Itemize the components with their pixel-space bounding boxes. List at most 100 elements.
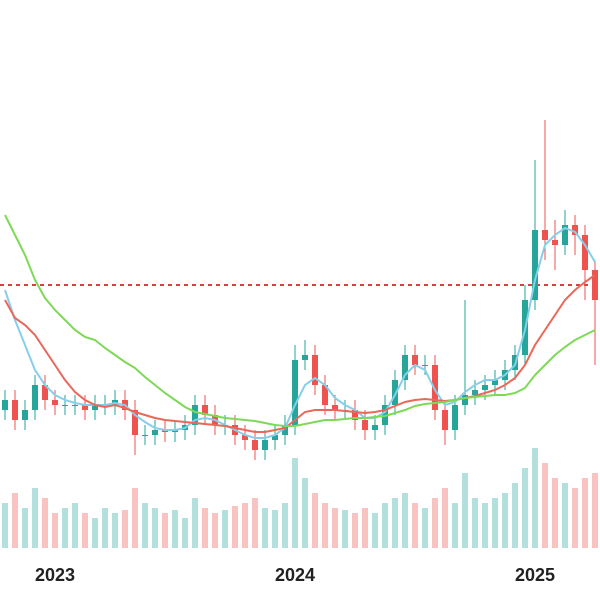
volume-bar bbox=[522, 468, 528, 548]
volume-bar bbox=[472, 498, 478, 548]
candle-body bbox=[422, 365, 428, 366]
volume-bar bbox=[592, 473, 598, 548]
volume-bar bbox=[542, 463, 548, 548]
volume-bar bbox=[142, 503, 148, 548]
volume-bar bbox=[222, 510, 228, 548]
volume-bar bbox=[362, 508, 368, 548]
candle-body bbox=[42, 385, 48, 400]
volume-bar bbox=[252, 498, 258, 548]
candle-body bbox=[132, 410, 138, 435]
volume-bar bbox=[402, 493, 408, 548]
volume-bar bbox=[382, 503, 388, 548]
candle-body bbox=[412, 355, 418, 365]
volume-bar bbox=[92, 518, 98, 548]
volume-bar bbox=[392, 498, 398, 548]
volume-bar bbox=[212, 513, 218, 548]
volume-bar bbox=[262, 508, 268, 548]
candle-body bbox=[32, 385, 38, 410]
volume-bar bbox=[242, 503, 248, 548]
volume-bar bbox=[182, 518, 188, 548]
volume-bar bbox=[412, 503, 418, 548]
candle-body bbox=[12, 400, 18, 420]
volume-bar bbox=[552, 478, 558, 548]
candle-body bbox=[582, 235, 588, 270]
candle-body bbox=[332, 405, 338, 410]
volume-bar bbox=[352, 513, 358, 548]
candle-body bbox=[92, 405, 98, 410]
candle-body bbox=[312, 355, 318, 385]
volume-bar bbox=[492, 498, 498, 548]
candle-body bbox=[62, 405, 68, 406]
candle-body bbox=[352, 410, 358, 420]
candle-body bbox=[72, 405, 78, 406]
volume-bar bbox=[322, 503, 328, 548]
candle-body bbox=[532, 230, 538, 300]
volume-bar bbox=[82, 513, 88, 548]
candle-body bbox=[82, 405, 88, 410]
candle-body bbox=[292, 360, 298, 425]
candle-body bbox=[442, 410, 448, 430]
candle-body bbox=[202, 405, 208, 415]
volume-bar bbox=[22, 508, 28, 548]
candle-body bbox=[52, 400, 58, 405]
candle-body bbox=[262, 440, 268, 450]
x-tick-label: 2025 bbox=[515, 565, 555, 585]
volume-bar bbox=[232, 506, 238, 548]
volume-bar bbox=[532, 448, 538, 548]
candle-body bbox=[372, 425, 378, 430]
candle-body bbox=[492, 380, 498, 385]
candle-body bbox=[22, 410, 28, 420]
candle-body bbox=[192, 405, 198, 425]
volume-bar bbox=[2, 503, 8, 548]
candle-body bbox=[272, 435, 278, 440]
candle-body bbox=[592, 270, 598, 300]
volume-bar bbox=[52, 513, 58, 548]
candle-body bbox=[552, 240, 558, 245]
candle-body bbox=[462, 395, 468, 405]
volume-bar bbox=[372, 513, 378, 548]
volume-bar bbox=[502, 493, 508, 548]
candle-body bbox=[452, 405, 458, 430]
candle-body bbox=[242, 435, 248, 440]
candle-body bbox=[392, 380, 398, 405]
volume-bar bbox=[122, 510, 128, 548]
volume-bar bbox=[162, 513, 168, 548]
candle-body bbox=[282, 425, 288, 435]
volume-bar bbox=[72, 503, 78, 548]
volume-bar bbox=[342, 510, 348, 548]
volume-bar bbox=[302, 478, 308, 548]
candle-body bbox=[572, 225, 578, 235]
candle-body bbox=[322, 385, 328, 405]
volume-bar bbox=[12, 493, 18, 548]
x-tick-label: 2024 bbox=[275, 565, 315, 585]
candle-body bbox=[142, 435, 148, 436]
volume-bar bbox=[102, 508, 108, 548]
candle-body bbox=[402, 355, 408, 380]
volume-bar bbox=[562, 483, 568, 548]
candle-body bbox=[472, 390, 478, 395]
volume-bar bbox=[282, 503, 288, 548]
volume-bar bbox=[272, 510, 278, 548]
moving-average-line bbox=[4, 274, 596, 433]
candle-body bbox=[562, 225, 568, 245]
volume-bar bbox=[512, 483, 518, 548]
volume-bar bbox=[172, 510, 178, 548]
volume-bar bbox=[432, 498, 438, 548]
volume-bar bbox=[312, 493, 318, 548]
volume-bar bbox=[42, 498, 48, 548]
candle-body bbox=[302, 355, 308, 360]
candle-body bbox=[362, 420, 368, 430]
volume-bar bbox=[452, 503, 458, 548]
candle-body bbox=[542, 230, 548, 240]
volume-bar bbox=[192, 498, 198, 548]
moving-average-line bbox=[4, 226, 596, 439]
candle-body bbox=[252, 440, 258, 450]
candle-body bbox=[152, 430, 158, 435]
volume-bar bbox=[572, 488, 578, 548]
volume-bar bbox=[582, 478, 588, 548]
volume-bar bbox=[462, 473, 468, 548]
volume-bar bbox=[132, 488, 138, 548]
volume-bar bbox=[332, 508, 338, 548]
x-tick-label: 2023 bbox=[35, 565, 75, 585]
moving-average-line bbox=[4, 214, 596, 427]
